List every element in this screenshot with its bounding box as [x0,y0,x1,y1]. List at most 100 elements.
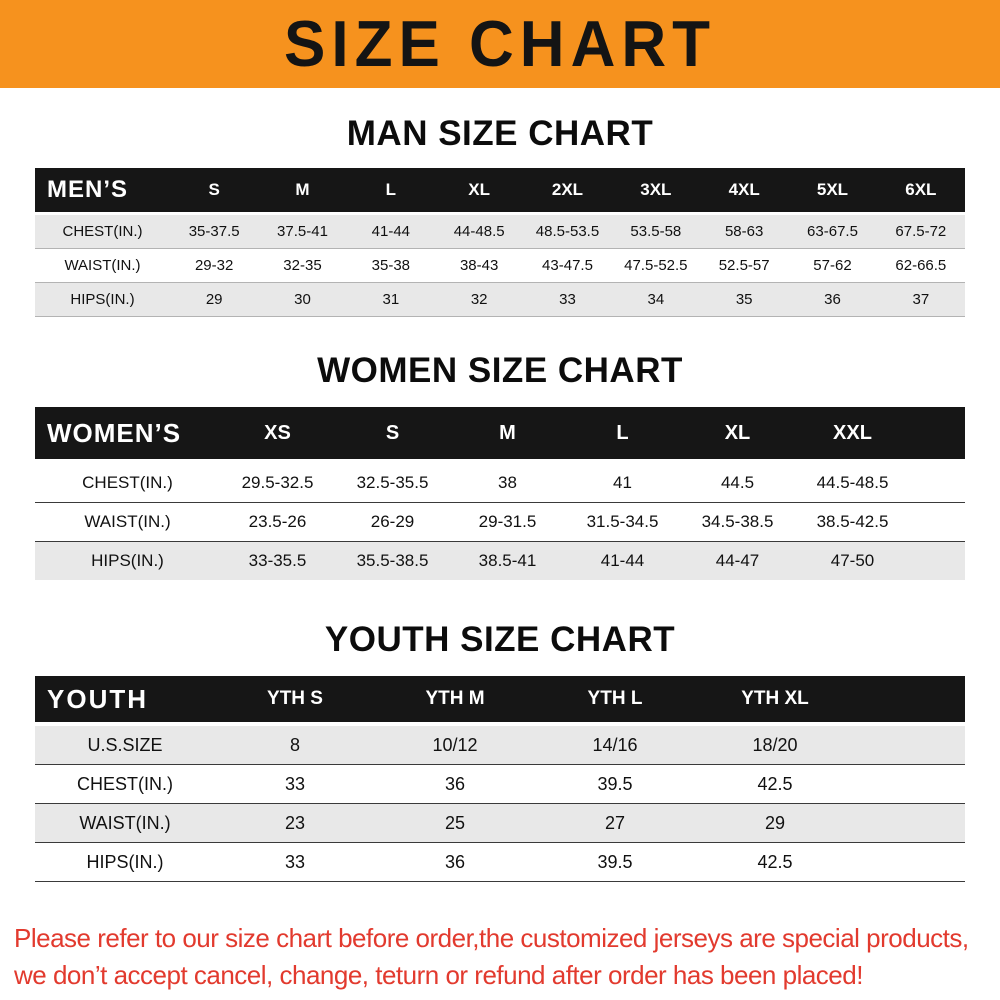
row-label: CHEST(IN.) [77,773,173,794]
size-cell: 23.5-26 [248,512,307,531]
men-size-section: MAN SIZE CHART MEN’S S M L XL 2XL 3XL 4XL 5XL 6XL… [0,114,1000,317]
size-cell: 52.5-57 [718,257,770,274]
size-cell: 26-29 [370,512,415,531]
size-cell: 34 [647,291,665,308]
row-label: CHEST(IN.) [82,473,173,492]
table-header-row: YOUTH YTH S YTH M YTH L YTH XL [35,676,965,722]
row-label: WAIST(IN.) [64,257,141,274]
size-cell: 33 [559,291,576,308]
row-label: WAIST(IN.) [84,512,171,531]
column-header: S [208,180,220,199]
size-cell: 10/12 [432,734,478,755]
size-cell: 41-44 [371,223,411,240]
row-label: CHEST(IN.) [62,223,143,240]
column-header: XL [724,421,751,444]
size-cell: 42.5 [757,773,793,794]
size-cell: 18/20 [752,734,798,755]
column-header: 2XL [551,180,584,199]
column-header: L [385,180,397,199]
size-cell: 14/16 [592,734,638,755]
footer-line-1: Please refer to our size chart before or… [14,923,969,953]
women-size-table: WOMEN’S XS S M L XL XXL CHEST(IN.) 29.5-32.5 32.5… [35,407,965,580]
row-label: U.S.SIZE [87,734,163,755]
column-header: M [295,180,310,199]
size-cell: 8 [289,734,300,755]
size-cell: 23 [284,812,306,833]
size-cell: 34.5-38.5 [701,512,774,531]
row-label: HIPS(IN.) [91,551,164,570]
size-cell: 47.5-52.5 [624,257,688,274]
size-cell: 29.5-32.5 [241,473,314,492]
size-cell: 53.5-58 [630,223,682,240]
size-cell: 35 [735,291,753,308]
size-cell: 31.5-34.5 [586,512,659,531]
column-header: XS [264,421,291,444]
column-header: 6XL [905,180,937,199]
banner-title: SIZE CHART [284,8,716,80]
youth-size-section: YOUTH SIZE CHART YOUTH YTH S YTH M YTH L YTH… [0,620,1000,882]
row-label: HIPS(IN.) [86,851,164,872]
table-row: HIPS(IN.) 33-35.5 35.5-38.5 38.5-41 41-44 44-… [35,541,965,580]
table-corner-label: MEN’S [47,176,129,203]
section-heading-women: WOMEN SIZE CHART [317,351,683,390]
size-cell: 33 [284,773,306,794]
size-cell: 36 [444,773,466,794]
column-header: YTH L [587,688,643,709]
size-cell: 31 [382,291,400,308]
table-row: WAIST(IN.) 23 25 27 29 [35,803,965,842]
size-cell: 29-32 [194,257,234,274]
size-cell: 44-47 [715,551,760,570]
size-cell: 39.5 [597,773,633,794]
size-cell: 47-50 [830,551,875,570]
size-cell: 27 [604,812,626,833]
column-header: YTH XL [741,688,809,709]
size-cell: 41 [613,473,632,492]
column-header: 4XL [728,180,760,199]
size-cell: 38.5-42.5 [816,512,889,531]
column-header: YTH S [267,688,323,709]
size-cell: 44.5-48.5 [816,473,889,492]
size-cell: 35-37.5 [188,223,240,240]
table-row: HIPS(IN.) 29 30 31 32 33 34 35 36 37 [35,283,965,317]
size-cell: 38.5-41 [478,551,537,570]
size-chart-banner: SIZE CHART [0,0,1000,88]
size-cell: 36 [444,851,466,872]
column-header: XL [468,180,491,199]
size-cell: 62-66.5 [895,257,947,274]
size-cell: 36 [824,291,841,308]
column-header: S [385,421,400,444]
size-cell: 29-31.5 [478,512,537,531]
size-cell: 67.5-72 [895,223,947,240]
size-cell: 44.5 [720,473,755,492]
table-header-row: MEN’S S M L XL 2XL 3XL 4XL 5XL 6XL [35,168,965,212]
size-cell: 63-67.5 [807,223,858,240]
section-heading-men: MAN SIZE CHART [346,114,654,153]
size-cell: 37 [912,291,930,308]
size-cell: 48.5-53.5 [535,223,600,240]
table-row: U.S.SIZE 8 10/12 14/16 18/20 [35,726,965,764]
column-header: 5XL [816,180,849,199]
table-row: HIPS(IN.) 33 36 39.5 42.5 [35,842,965,882]
size-cell: 58-63 [724,223,764,240]
size-cell: 29 [764,812,786,833]
size-cell: 35.5-38.5 [356,551,429,570]
table-corner-label: WOMEN’S [47,417,182,448]
size-cell: 35-38 [371,257,411,274]
column-header: M [499,421,516,444]
size-cell: 57-62 [813,257,852,274]
size-cell: 33 [284,851,306,872]
section-heading-youth: YOUTH SIZE CHART [324,620,676,659]
size-cell: 33-35.5 [248,551,307,570]
row-label: HIPS(IN.) [70,291,135,308]
table-corner-label: YOUTH [47,683,148,714]
column-header: 3XL [640,180,672,199]
table-header-row: WOMEN’S XS S M L XL XXL [35,407,965,459]
footer-note: Please refer to our size chart before or… [14,920,1000,994]
men-size-table: MEN’S S M L XL 2XL 3XL 4XL 5XL 6XL CHEST(IN.) 35-37… [35,168,965,317]
size-cell: 42.5 [757,851,793,872]
row-label: WAIST(IN.) [79,812,171,833]
size-cell: 39.5 [597,851,633,872]
size-cell: 30 [294,291,311,308]
column-header: L [616,421,629,444]
size-cell: 32 [470,291,488,308]
